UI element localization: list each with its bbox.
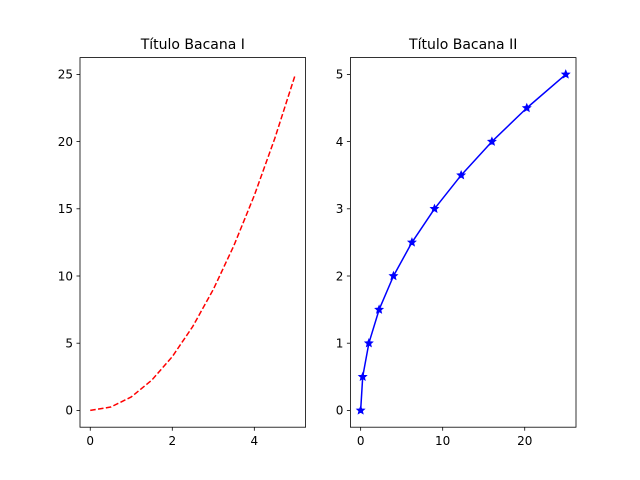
chart-title: Título Bacana I bbox=[140, 37, 245, 53]
y-tick-label: 0 bbox=[65, 404, 73, 418]
x-tick-label: 0 bbox=[86, 434, 94, 448]
y-tick-label: 4 bbox=[336, 135, 344, 149]
y-tick-label: 20 bbox=[58, 135, 73, 149]
axes-frame bbox=[349, 57, 577, 428]
y-tick-label: 5 bbox=[65, 337, 73, 351]
x-tick-label: 2 bbox=[168, 434, 176, 448]
chart-title: Título Bacana II bbox=[408, 37, 517, 53]
y-tick-label: 25 bbox=[58, 68, 73, 82]
y-tick-label: 2 bbox=[336, 269, 344, 283]
data-point bbox=[429, 203, 440, 214]
y-tick-label: 1 bbox=[336, 337, 344, 351]
data-point bbox=[357, 371, 368, 382]
data-point bbox=[406, 237, 417, 247]
data-point bbox=[355, 405, 366, 415]
y-tick-label: 0 bbox=[336, 404, 344, 418]
y-tick-label: 15 bbox=[58, 202, 73, 216]
data-point bbox=[388, 270, 399, 281]
series-line bbox=[90, 74, 297, 412]
x-tick-label: 20 bbox=[517, 434, 532, 448]
y-tick-label: 5 bbox=[336, 68, 344, 82]
x-tick-label: 10 bbox=[435, 434, 450, 448]
data-point bbox=[456, 169, 467, 180]
x-tick-label: 4 bbox=[251, 434, 259, 448]
axes-frame bbox=[79, 57, 307, 428]
subplot-left: Título Bacana I 0 2 4 0 5 10 15 20 25 bbox=[58, 37, 307, 448]
y-tick-label: 3 bbox=[336, 202, 344, 216]
x-tick-label: 0 bbox=[357, 434, 365, 448]
data-point bbox=[363, 337, 374, 348]
subplot-right: Título Bacana II 0 10 20 0 1 2 3 4 5 bbox=[336, 37, 577, 448]
data-point bbox=[560, 69, 571, 79]
data-point bbox=[374, 304, 385, 314]
y-tick-label: 10 bbox=[58, 269, 73, 283]
data-point bbox=[486, 136, 497, 146]
data-point bbox=[521, 102, 532, 113]
